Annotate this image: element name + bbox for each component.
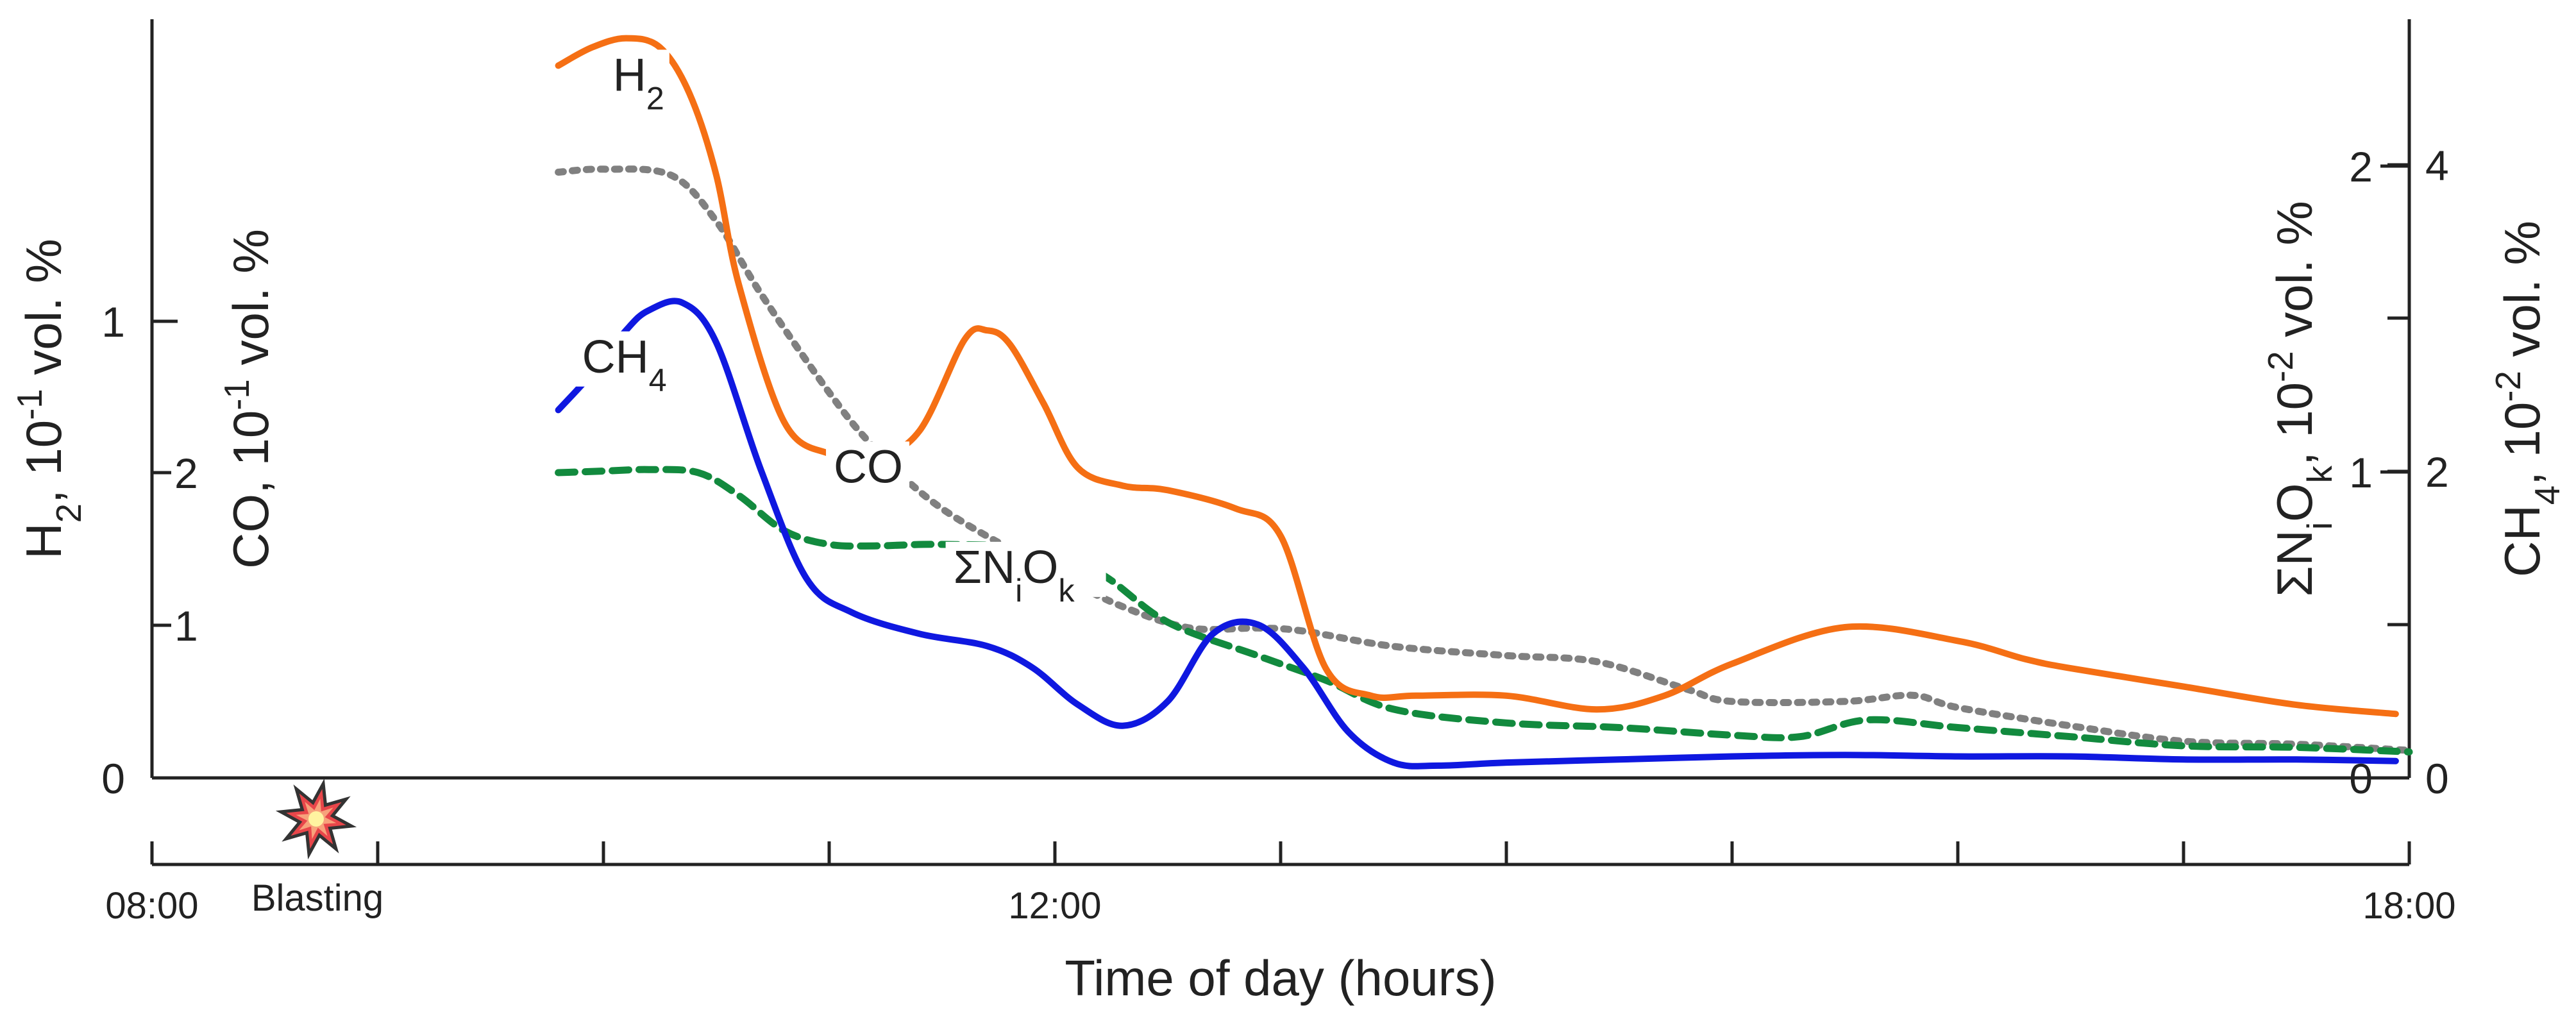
h2-tick-label-0: 0 [101,755,125,802]
series-line-nox [555,165,2413,754]
curves-layer [555,35,2413,770]
ticks-layer [150,163,2411,864]
svg-text:CH4: CH4 [582,332,667,398]
series-line-co [555,466,2413,755]
h2-axis-title: H2, 10-1 vol. % [10,239,88,559]
x-axis-title: Time of day (hours) [1065,950,1496,1006]
ch4-tick-label-0: 0 [2425,755,2449,802]
ch4-tick-label-4: 4 [2425,142,2449,189]
series-label-nox: ΣNiOk [945,541,1106,609]
svg-text:CO: CO [834,441,903,493]
nox-tick-label-1: 1 [2349,449,2373,496]
co-tick-label-0: 1 [174,602,198,650]
svg-text:H2: H2 [613,50,664,117]
series-label-ch4: CH4 [574,331,684,398]
co-axis-title: CO, 10-1 vol. % [217,229,280,569]
ch4-tick-label-2: 2 [2425,448,2449,496]
series-line-ch4 [555,298,2399,770]
nox-tick-label-0: 0 [2349,755,2373,802]
series-label-h2: H2 [605,49,669,117]
co-tick-label-1: 2 [174,450,198,497]
nox-axis-title: ΣNiOk, 10-2 vol. % [2261,201,2339,596]
time-tick-label-2: 18:00 [2362,885,2455,927]
svg-text:ΣNiOk: ΣNiOk [954,542,1075,609]
explosion-icon [275,778,357,860]
nox-tick-label-2: 2 [2349,143,2373,190]
h2-tick-label-1: 1 [101,298,125,346]
labels-layer: 08:00 12:00 18:00 Blasting 0 1 1 2 0 1 2 0 2 4 H2, 10-… [10,49,2567,1006]
time-tick-label-0: 08:00 [105,885,198,927]
series-line-h2 [555,35,2399,718]
ch4-axis-title: CH4, 10-2 vol. % [2489,221,2567,577]
series-label-co: CO [826,441,910,497]
blasting-label: Blasting [251,877,383,919]
time-tick-label-1: 12:00 [1008,885,1101,927]
